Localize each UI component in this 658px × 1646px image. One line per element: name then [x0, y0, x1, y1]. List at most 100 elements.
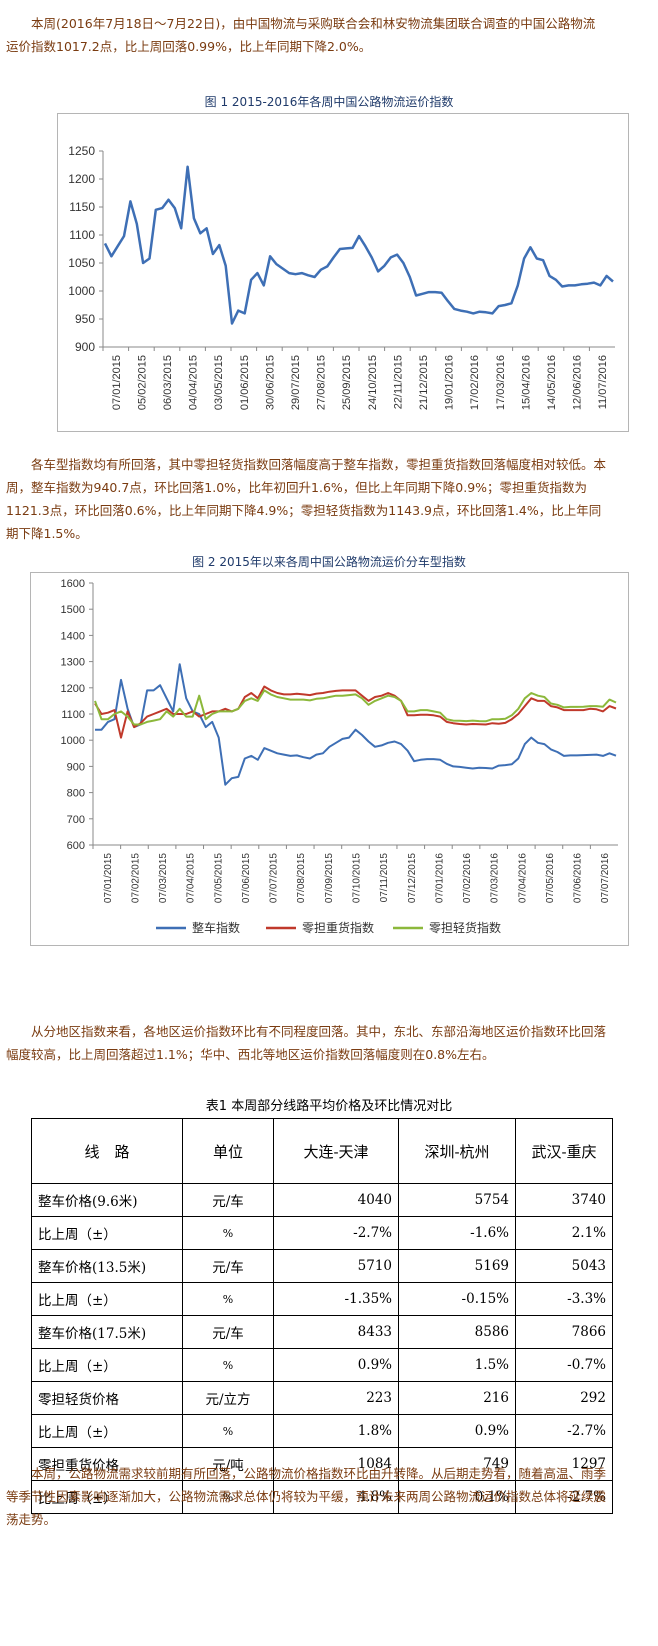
x-tick-label: 07/01/2015: [103, 853, 114, 903]
table-row: 比上周（±）% -2.7% -1.6% 2.1%: [31, 1216, 613, 1250]
figure-2-svg: 600 700 800 900 1000 1100 1200 1300 1400 1500 1600…: [61, 578, 618, 935]
y-tick-label: 800: [67, 788, 85, 800]
region-paragraph: 从分地区指数来看，各地区运价指数环比有不同程度回落。其中，东北、东部沿海地区运价…: [6, 1024, 607, 1062]
table-row: 比上周（±）% -1.35% -0.15% -3.3%: [31, 1282, 613, 1316]
value-cell: -1.35%: [273, 1282, 399, 1316]
vehicle-type-paragraph: 各车型指数均有所回落，其中零担轻货指数回落幅度高于整车指数，零担重货指数回落幅度…: [6, 457, 607, 541]
route-cell: 比上周（±）: [31, 1216, 183, 1250]
unit-cell: 元/车: [182, 1183, 274, 1217]
y-tick-label: 1200: [68, 172, 95, 186]
x-tick-label: 07/05/2015: [213, 853, 224, 903]
figure-2-caption: 图 2 2015年以来各周中国公路物流运价分车型指数: [192, 555, 466, 569]
value-cell: -2.7%: [273, 1216, 399, 1250]
series-line-0: [103, 165, 614, 325]
header-dalian-tianjin: 大连-天津: [273, 1118, 399, 1184]
x-tick-label: 07/01/2015: [111, 355, 123, 410]
unit-cell: 元/立方: [182, 1381, 274, 1415]
x-tick-label: 22/11/2015: [392, 355, 404, 409]
y-tick-label: 1000: [68, 284, 95, 298]
x-tick-label: 07/03/2016: [490, 853, 501, 903]
y-tick-label: 1400: [61, 630, 85, 642]
x-tick-label: 24/10/2015: [367, 355, 379, 410]
x-tick-label: 03/05/2015: [213, 355, 225, 410]
route-cell: 整车价格(17.5米): [31, 1315, 183, 1349]
value-cell: 5754: [398, 1183, 516, 1217]
y-tick-label: 1600: [61, 578, 85, 590]
unit-cell: %: [182, 1348, 274, 1382]
value-cell: 4.8%: [273, 1480, 399, 1514]
value-cell: -2.7%: [515, 1414, 613, 1448]
x-tick-label: 07/05/2016: [545, 853, 556, 903]
y-tick-label: 1100: [61, 709, 85, 721]
x-tick-label: 05/02/2015: [136, 355, 148, 410]
figure-2-chart: 600 700 800 900 1000 1100 1200 1300 1400 1500 1600…: [30, 572, 629, 946]
y-tick-label: 1150: [69, 200, 95, 214]
value-cell: 3740: [515, 1183, 613, 1217]
unit-cell: %: [182, 1414, 274, 1448]
y-tick-label: 900: [67, 761, 85, 773]
table-row: 比上周（±）% 4.8% 0.1% -2.7%: [31, 1480, 613, 1514]
x-tick-label: 19/01/2016: [444, 355, 456, 410]
x-tick-label: 07/04/2016: [517, 853, 528, 903]
x-tick-label: 21/12/2015: [418, 355, 430, 410]
route-cell: 零担重货价格: [31, 1447, 183, 1481]
y-tick-label: 950: [75, 312, 95, 326]
x-tick-label: 17/02/2016: [469, 355, 481, 410]
x-tick-label: 07/07/2015: [269, 853, 280, 903]
legend-label: 整车指数: [192, 920, 240, 935]
value-cell: 0.1%: [398, 1480, 516, 1514]
y-tick-label: 1500: [61, 604, 85, 616]
route-cell: 比上周（±）: [31, 1414, 183, 1448]
value-cell: 1.8%: [273, 1414, 399, 1448]
value-cell: 0.9%: [398, 1414, 516, 1448]
unit-cell: 元/车: [182, 1315, 274, 1349]
value-cell: 223: [273, 1381, 399, 1415]
x-tick-label: 06/03/2015: [162, 355, 174, 410]
unit-cell: %: [182, 1282, 274, 1316]
value-cell: -2.7%: [515, 1480, 613, 1514]
unit-cell: 元/吨: [182, 1447, 274, 1481]
x-tick-label: 07/02/2016: [462, 853, 473, 903]
y-tick-label: 900: [75, 340, 95, 354]
route-cell: 比上周（±）: [31, 1480, 183, 1514]
x-tick-label: 12/06/2016: [572, 355, 584, 410]
x-tick-label: 01/06/2015: [239, 355, 251, 410]
table-row: 零担轻货价格 元/立方 223 216 292: [31, 1381, 613, 1415]
x-tick-label: 29/07/2015: [290, 355, 302, 410]
value-cell: 5043: [515, 1249, 613, 1283]
x-tick-label: 07/11/2015: [379, 853, 390, 903]
x-tick-label: 07/02/2015: [130, 853, 141, 903]
value-cell: 5710: [273, 1249, 399, 1283]
table-row: 整车价格(9.6米) 元/车 4040 5754 3740: [31, 1183, 613, 1217]
route-cell: 整车价格(13.5米): [31, 1249, 183, 1283]
unit-cell: %: [182, 1216, 274, 1250]
x-tick-label: 07/12/2015: [407, 853, 418, 903]
x-tick-label: 17/03/2016: [495, 355, 507, 410]
intro-paragraph: 本周(2016年7月18日～7月22日)，由中国物流与采购联合会和林安物流集团联…: [6, 16, 596, 54]
value-cell: -0.15%: [398, 1282, 516, 1316]
value-cell: 7866: [515, 1315, 613, 1349]
x-tick-label: 07/01/2016: [434, 853, 445, 903]
value-cell: 8433: [273, 1315, 399, 1349]
table-header-row: 线 路 单位 大连-天津 深圳-杭州 武汉-重庆: [31, 1118, 613, 1184]
x-tick-label: 07/07/2016: [600, 853, 611, 903]
x-tick-label: 30/06/2015: [264, 355, 276, 410]
header-route: 线 路: [31, 1118, 183, 1184]
value-cell: 1.5%: [398, 1348, 516, 1382]
table-row: 整车价格(17.5米) 元/车 8433 8586 7866: [31, 1315, 613, 1349]
figure-1-svg: 900 950 1000 1050 1100 1150 1200 1250 07/01/2015…: [68, 144, 615, 410]
value-cell: 749: [398, 1447, 516, 1481]
value-cell: 216: [398, 1381, 516, 1415]
x-tick-label: 07/10/2015: [352, 853, 363, 903]
value-cell: 0.9%: [273, 1348, 399, 1382]
unit-cell: %: [182, 1480, 274, 1514]
table-row: 比上周（±）% 1.8% 0.9% -2.7%: [31, 1414, 613, 1448]
x-tick-label: 07/06/2015: [241, 853, 252, 903]
x-tick-label: 07/09/2015: [324, 853, 335, 903]
y-tick-label: 600: [67, 840, 85, 852]
route-cell: 比上周（±）: [31, 1282, 183, 1316]
x-tick-label: 27/08/2015: [316, 355, 328, 410]
x-tick-label: 07/08/2015: [296, 853, 307, 903]
route-price-table: 线 路 单位 大连-天津 深圳-杭州 武汉-重庆 整车价格(9.6米) 元/车 40…: [31, 1118, 613, 1514]
series-line-1: [94, 685, 617, 739]
